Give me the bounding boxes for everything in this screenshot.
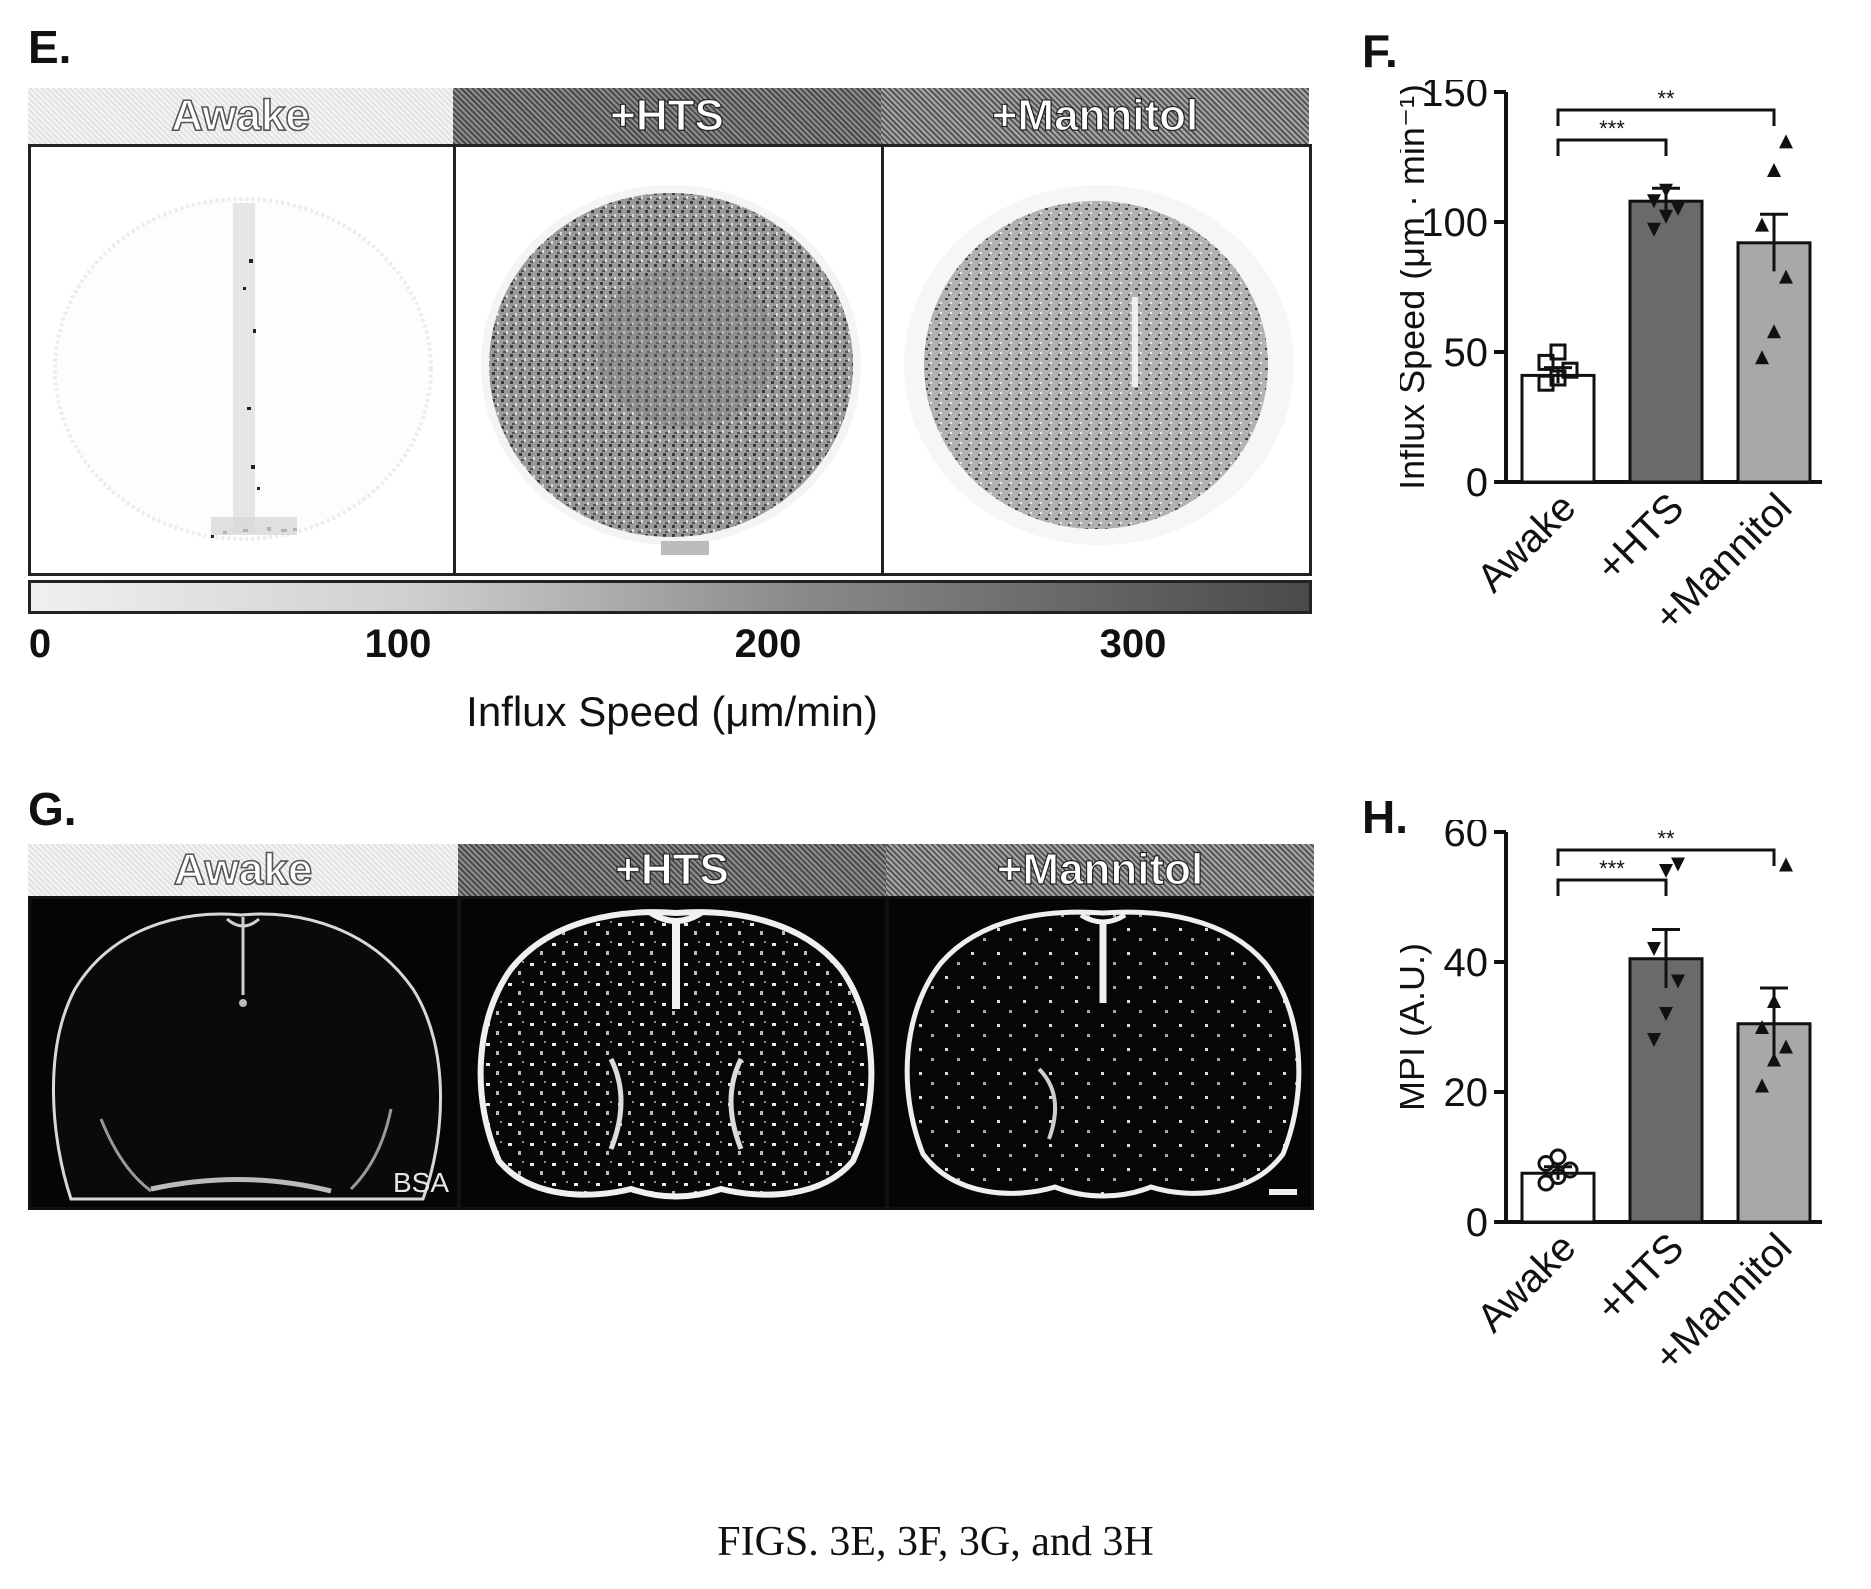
panel-e-colorbar-tick: 100 [364,622,432,666]
data-point-triangle-up [1755,1020,1769,1034]
data-point-square [1537,374,1555,392]
data-point-circle [1549,1148,1567,1166]
data-point-triangle-down [1647,222,1661,237]
y-tick-label: 150 [1421,80,1488,115]
significance-label: *** [1599,856,1625,881]
bar [1628,199,1704,484]
significance-label: ** [1657,826,1675,851]
panel-g-image-awake: BSA [28,896,460,1210]
data-point-square [1537,353,1555,371]
bar [1628,957,1704,1224]
data-point-triangle-up [1779,134,1793,149]
data-point-triangle-down [1659,864,1673,878]
significance-label: *** [1599,116,1625,141]
data-point-triangle-up [1779,857,1793,872]
significance-bracket [1556,848,1776,866]
panel-e-image-awake [28,144,456,576]
panel-e-colorbar [28,580,1312,614]
panel-e-image-mannitol [881,144,1312,576]
data-point-triangle-down [1647,942,1661,956]
bar [1520,373,1596,484]
data-point-triangle-up [1779,1039,1793,1054]
data-point-triangle-down [1671,974,1685,989]
panel-e-colorbar-label: Influx Speed (μm/min) [466,688,878,735]
data-point-square [1549,343,1567,361]
y-tick-label: 40 [1444,941,1489,985]
panel-e-letter: E. [28,21,72,73]
significance-bracket [1556,108,1776,126]
data-point-triangle-down [1659,183,1673,198]
significance-bracket [1556,138,1668,156]
data-point-triangle-up [1779,269,1793,284]
bar [1736,241,1812,484]
data-point-triangle-down [1647,194,1661,209]
figure-caption: FIGS. 3E, 3F, 3G, and 3H [717,1519,1154,1565]
data-point-triangle-up [1767,1052,1781,1067]
panel-e-colorbar-tick: 300 [1099,622,1167,666]
data-point-square [1561,361,1579,379]
data-point-triangle-down [1647,1033,1661,1047]
data-point-triangle-up [1755,217,1769,232]
y-axis-label: MPI (A.U.) [1400,943,1432,1111]
data-point-triangle-down [1671,202,1685,216]
y-tick-label: 50 [1444,331,1489,375]
panel-e-image-hts [453,144,884,576]
panel-e-colorbar-tick: 0 [28,622,52,666]
panel-e-header-awake: Awake [28,88,453,144]
panel-g-image-mannitol [886,896,1314,1210]
y-tick-label: 20 [1444,1071,1489,1115]
significance-label: ** [1657,86,1675,111]
data-point-circle [1561,1161,1579,1179]
y-tick-label: 0 [1466,461,1488,505]
data-point-triangle-down [1659,1007,1673,1021]
panel-h-letter: H. [1362,791,1408,843]
data-point-triangle-up [1767,324,1781,339]
data-point-triangle-down [1671,857,1685,872]
panel-e-header-mannitol: +Mannitol [881,88,1309,144]
panel-g-header-awake: Awake [28,844,458,896]
panel-g-header-hts: +HTS [458,844,886,896]
panel-g-header-mannitol: +Mannitol [886,844,1314,896]
y-tick-label: 100 [1421,201,1488,245]
y-axis-label: Influx Speed (μm · min⁻¹) [1400,84,1432,490]
data-point-triangle-up [1767,994,1781,1008]
panel-g-image-hts [458,896,888,1210]
data-point-triangle-up [1755,350,1769,365]
data-point-triangle-up [1767,163,1781,177]
data-point-triangle-down [1659,209,1673,224]
panel-f-letter: F. [1362,25,1398,77]
panel-g-letter: G. [28,783,77,835]
significance-bracket [1556,878,1668,896]
bar [1520,1171,1596,1224]
y-tick-label: 60 [1444,820,1489,855]
x-tick-label: +HTS [1588,1225,1692,1329]
y-tick-label: 0 [1466,1201,1488,1245]
x-tick-label: +HTS [1588,485,1692,589]
panel-e-colorbar-tick: 200 [734,622,802,666]
panel-e-header-hts: +HTS [453,88,881,144]
panel-g-bsa-label: BSA [392,1167,449,1198]
data-point-triangle-up [1755,1078,1769,1093]
